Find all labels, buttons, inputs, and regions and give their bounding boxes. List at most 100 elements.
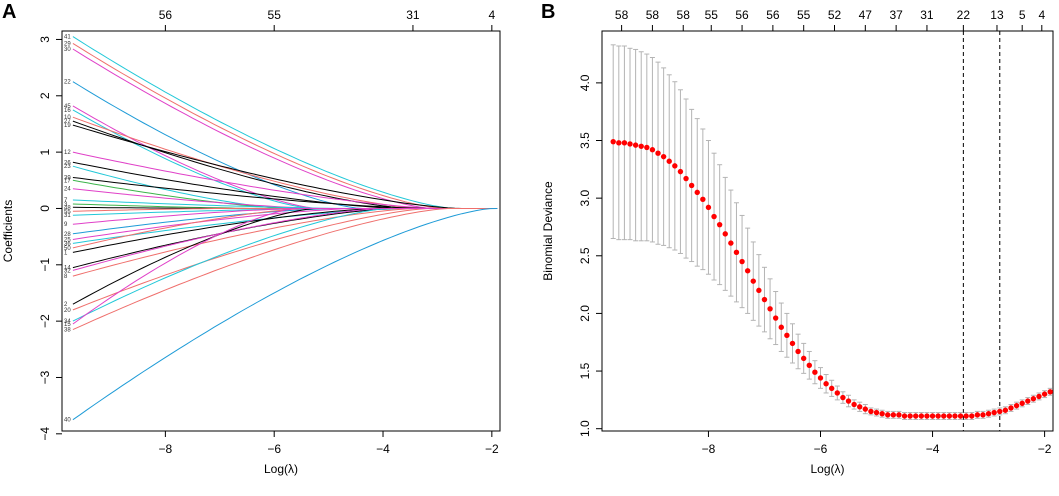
coef-path-40 [72, 208, 498, 421]
x-tick-label: −8 [159, 442, 173, 456]
y-tick-label: 1.0 [578, 420, 592, 437]
top-axis-label: 55 [268, 8, 282, 22]
variable-label: 39 [64, 175, 71, 181]
deviance-point [660, 153, 667, 160]
deviance-point [778, 324, 784, 330]
top-axis-label: 5 [1019, 8, 1026, 22]
y-tick-label: 1.5 [578, 362, 592, 379]
deviance-point [672, 163, 678, 169]
panel-b-letter: B [541, 1, 555, 23]
deviance-point [924, 413, 930, 419]
deviance-point [969, 413, 975, 419]
variable-label: 50 [64, 246, 71, 252]
deviance-point [851, 401, 857, 408]
deviance-point [638, 143, 644, 149]
top-axis-label: 31 [406, 8, 420, 22]
coef-path-41 [72, 36, 498, 209]
plot-frame [61, 30, 501, 432]
deviance-point [1047, 389, 1053, 395]
deviance-point [677, 168, 684, 175]
deviance-point [879, 411, 885, 417]
x-tick-label: −6 [267, 442, 281, 456]
deviance-point [705, 204, 712, 211]
deviance-point [627, 141, 633, 147]
deviance-point [649, 147, 656, 153]
y-axis-title: Coefficients [1, 200, 15, 262]
x-axis-title: Log(λ) [264, 462, 298, 476]
variable-label: 1 [64, 250, 68, 256]
deviance-point [873, 409, 880, 416]
x-tick-label: −4 [376, 442, 390, 456]
deviance-point [621, 140, 628, 146]
y-axis-title: Binomial Deviance [541, 181, 555, 281]
variable-label: 34 [64, 319, 71, 325]
variable-label: 7 [64, 198, 68, 204]
deviance-point [997, 408, 1003, 415]
plot-frame [601, 30, 1054, 432]
deviance-point [772, 315, 779, 321]
y-tick-label: 2.0 [578, 305, 592, 322]
variable-label: 20 [64, 308, 71, 314]
top-axis-label: 58 [615, 8, 629, 22]
deviance-point [795, 348, 801, 355]
coef-path-50 [72, 208, 498, 249]
deviance-point [750, 278, 756, 284]
top-axis-label: 56 [159, 8, 173, 22]
variable-label: 10 [64, 115, 71, 121]
top-axis-label: 58 [646, 8, 660, 22]
deviance-point [800, 355, 807, 362]
variable-label: 48 [64, 205, 71, 211]
coef-path-16 [72, 109, 498, 209]
x-tick-label: −4 [926, 442, 940, 456]
y-tick-label: −2 [38, 314, 52, 328]
deviance-point [711, 213, 717, 220]
top-axis-label: 13 [990, 8, 1004, 22]
deviance-point [952, 413, 958, 419]
deviance-point [913, 413, 919, 419]
top-axis-label: 52 [828, 8, 842, 22]
deviance-point [1025, 398, 1031, 404]
top-axis-label: 31 [920, 8, 934, 22]
deviance-point [767, 306, 773, 312]
deviance-point [722, 231, 728, 237]
deviance-point [929, 413, 936, 419]
variable-label: 22 [64, 80, 71, 86]
deviance-point [789, 340, 796, 347]
coef-path-2 [72, 208, 498, 305]
top-axis-label: 4 [488, 8, 495, 22]
variable-label: 3 [64, 202, 68, 208]
y-tick-label: 3 [38, 36, 52, 43]
variable-label: 27 [64, 119, 71, 125]
deviance-point [885, 412, 891, 418]
deviance-point [784, 332, 790, 339]
deviance-point [857, 404, 863, 410]
binomial-deviance-cv-chart: −8 −6 −4 −2 58 58 58 55 56 56 55 52 47 37 31 22 13 5 4 1.0 1… [541, 8, 1054, 476]
deviance-point [733, 249, 740, 256]
x-tick-label: −2 [1038, 442, 1052, 456]
deviance-point [683, 175, 689, 182]
panel-a-letter: A [2, 1, 16, 23]
deviance-point [901, 413, 908, 419]
deviance-point [1036, 393, 1042, 400]
variable-label: 9 [64, 222, 68, 228]
variable-label: 17 [64, 178, 71, 184]
deviance-point [644, 144, 650, 151]
variable-label: 41 [64, 35, 71, 41]
coef-path-38 [72, 208, 498, 331]
deviance-point [1041, 391, 1048, 397]
deviance-point [1030, 396, 1037, 402]
deviance-point [829, 385, 835, 392]
y-tick-label: −4 [38, 427, 52, 441]
x-axis-title: Log(λ) [810, 462, 844, 476]
deviance-point [974, 412, 981, 418]
variable-label: 40 [64, 418, 71, 424]
variable-label: 45 [64, 104, 71, 110]
deviance-point [728, 240, 734, 246]
variable-label: 32 [64, 268, 71, 274]
coef-path-15 [72, 208, 498, 325]
deviance-point [716, 221, 723, 228]
deviance-point [632, 142, 639, 148]
deviance-point [991, 409, 997, 416]
deviance-point [980, 412, 986, 418]
